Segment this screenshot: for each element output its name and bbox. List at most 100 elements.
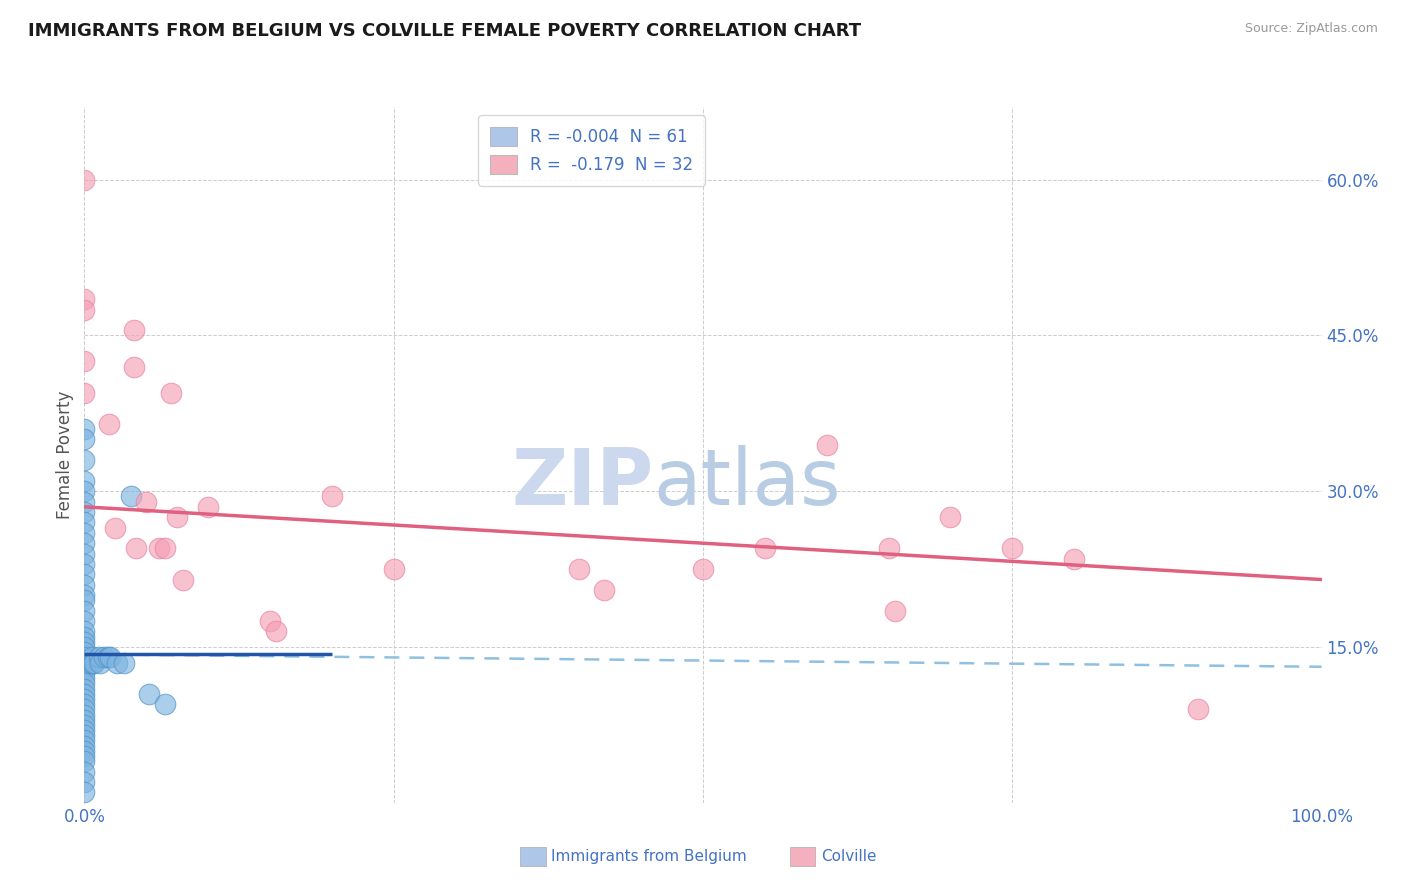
Point	[73, 474, 96, 488]
Point	[73, 385, 96, 400]
Point	[73, 547, 96, 561]
Point	[112, 656, 135, 670]
Point	[80, 650, 103, 665]
Point	[73, 630, 96, 644]
Point	[197, 500, 219, 514]
Text: Source: ZipAtlas.com: Source: ZipAtlas.com	[1244, 22, 1378, 36]
Point	[153, 541, 176, 556]
Point	[73, 681, 96, 696]
Point	[73, 422, 96, 436]
Point	[105, 656, 128, 670]
Point	[73, 713, 96, 727]
Point	[73, 525, 96, 540]
Point	[73, 505, 96, 519]
Point	[73, 640, 96, 654]
Point	[73, 718, 96, 732]
Point	[89, 656, 111, 670]
Point	[73, 635, 96, 649]
Point	[73, 494, 96, 508]
Point	[73, 433, 96, 447]
Point	[166, 510, 188, 524]
Point	[939, 510, 962, 524]
Point	[259, 614, 281, 628]
Point	[1001, 541, 1024, 556]
Point	[89, 650, 111, 665]
Point	[104, 520, 127, 534]
Point	[73, 578, 96, 592]
Point	[593, 582, 616, 597]
Point	[73, 692, 96, 706]
Point	[73, 354, 96, 368]
Point	[73, 656, 96, 670]
Point	[122, 359, 145, 374]
Text: IMMIGRANTS FROM BELGIUM VS COLVILLE FEMALE POVERTY CORRELATION CHART: IMMIGRANTS FROM BELGIUM VS COLVILLE FEMA…	[28, 22, 862, 40]
Point	[172, 573, 194, 587]
Point	[73, 172, 96, 186]
Point	[73, 567, 96, 582]
Point	[97, 650, 120, 665]
Point	[73, 775, 96, 789]
Legend: R = -0.004  N = 61, R =  -0.179  N = 32: R = -0.004 N = 61, R = -0.179 N = 32	[478, 115, 704, 186]
Point	[73, 453, 96, 467]
Point	[83, 656, 105, 670]
Point	[815, 437, 838, 451]
Point	[73, 728, 96, 742]
Point	[98, 417, 121, 431]
Point	[1187, 702, 1209, 716]
Point	[264, 624, 287, 639]
Point	[73, 749, 96, 764]
Text: Colville: Colville	[821, 849, 876, 863]
Point	[98, 650, 121, 665]
Point	[73, 785, 96, 799]
Point	[73, 754, 96, 768]
Point	[73, 702, 96, 716]
Point	[73, 614, 96, 628]
Point	[120, 490, 142, 504]
Point	[73, 604, 96, 618]
Point	[122, 323, 145, 337]
Point	[73, 557, 96, 571]
Point	[73, 707, 96, 722]
Point	[73, 588, 96, 602]
Point	[82, 656, 104, 670]
Point	[73, 650, 96, 665]
Point	[754, 541, 776, 556]
Point	[73, 687, 96, 701]
Y-axis label: Female Poverty: Female Poverty	[56, 391, 75, 519]
Point	[1063, 551, 1085, 566]
Text: Immigrants from Belgium: Immigrants from Belgium	[551, 849, 747, 863]
Point	[877, 541, 900, 556]
Point	[148, 541, 170, 556]
Point	[160, 385, 183, 400]
Point	[93, 650, 115, 665]
Point	[73, 661, 96, 675]
Point	[79, 656, 101, 670]
Point	[73, 593, 96, 607]
Point	[73, 744, 96, 758]
Text: atlas: atlas	[654, 445, 841, 521]
Point	[73, 733, 96, 747]
Point	[73, 536, 96, 550]
Point	[73, 302, 96, 317]
Point	[153, 697, 176, 711]
Point	[73, 665, 96, 680]
Point	[73, 516, 96, 530]
Point	[73, 723, 96, 738]
Point	[73, 484, 96, 499]
Point	[73, 739, 96, 753]
Point	[692, 562, 714, 576]
Point	[125, 541, 148, 556]
Point	[382, 562, 405, 576]
Point	[135, 494, 157, 508]
Point	[138, 687, 160, 701]
Point	[73, 676, 96, 690]
Point	[73, 697, 96, 711]
Point	[73, 292, 96, 306]
Point	[73, 645, 96, 659]
Point	[73, 671, 96, 685]
Point	[73, 764, 96, 779]
Point	[883, 604, 905, 618]
Point	[321, 490, 343, 504]
Text: ZIP: ZIP	[512, 445, 654, 521]
Point	[73, 624, 96, 639]
